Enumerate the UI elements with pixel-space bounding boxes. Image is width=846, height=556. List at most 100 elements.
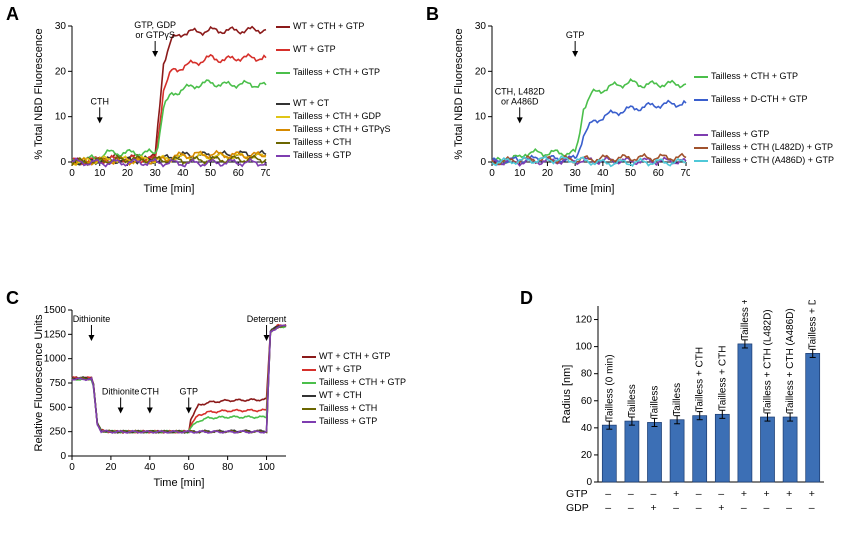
condition-mark: – xyxy=(651,488,657,500)
svg-text:Tailless: Tailless xyxy=(627,384,638,417)
svg-text:50: 50 xyxy=(205,168,217,179)
legend-item: Tailless + CTH + GTP xyxy=(694,70,844,83)
panel-label-d: D xyxy=(520,288,533,309)
svg-text:20: 20 xyxy=(581,450,593,461)
legend-item: WT + GTP xyxy=(302,363,452,376)
svg-text:CTH, L482D: CTH, L482D xyxy=(495,86,546,96)
svg-text:Time [min]: Time [min] xyxy=(564,183,615,195)
legend-a: WT + CTH + GTP WT + GTP Tailless + CTH + G… xyxy=(276,20,426,162)
condition-mark: – xyxy=(628,502,634,514)
legend-item: Tailless + GTP xyxy=(276,149,426,162)
legend-item: Tailless + CTH (A486D) + GTP xyxy=(694,154,844,167)
condition-mark: + xyxy=(764,488,770,500)
svg-text:70: 70 xyxy=(260,168,270,179)
svg-text:30: 30 xyxy=(55,21,67,32)
svg-text:40: 40 xyxy=(177,168,189,179)
svg-text:Radius [nm]: Radius [nm] xyxy=(561,365,573,424)
condition-mark: – xyxy=(786,502,792,514)
svg-text:Tailless + CTH: Tailless + CTH xyxy=(740,300,751,340)
legend-item: Tailless + CTH (L482D) + GTP xyxy=(694,141,844,154)
svg-text:10: 10 xyxy=(475,112,487,123)
legend-item: WT + CT xyxy=(276,97,426,110)
svg-text:Time [min]: Time [min] xyxy=(144,183,195,195)
condition-mark: + xyxy=(673,488,679,500)
svg-text:250: 250 xyxy=(49,427,66,438)
svg-text:0: 0 xyxy=(586,477,592,488)
svg-text:100: 100 xyxy=(575,342,592,353)
condition-mark: – xyxy=(764,502,770,514)
svg-text:GTP, GDP: GTP, GDP xyxy=(134,20,176,30)
legend-b: Tailless + CTH + GTPTailless + D-CTH + G… xyxy=(694,70,844,167)
svg-text:Tailless + CTH (L482D): Tailless + CTH (L482D) xyxy=(763,309,774,413)
condition-mark: + xyxy=(718,502,724,514)
panel-label-c: C xyxy=(6,288,19,309)
legend-item: Tailless + CTH + GTP xyxy=(276,66,426,79)
svg-text:or A486D: or A486D xyxy=(501,96,539,106)
chart-c: 0204060801000250500750100012501500Time [… xyxy=(30,300,290,490)
legend-item: Tailless + CTH xyxy=(302,402,452,415)
svg-text:10: 10 xyxy=(514,168,526,179)
svg-text:60: 60 xyxy=(183,462,195,473)
svg-text:Tailless: Tailless xyxy=(650,386,661,419)
svg-text:GTP: GTP xyxy=(179,387,198,397)
condition-mark: – xyxy=(741,502,747,514)
svg-text:10: 10 xyxy=(55,112,67,123)
condition-mark: – xyxy=(605,488,611,500)
svg-text:Tailless + D-CTH: Tailless + D-CTH xyxy=(808,300,819,349)
svg-text:40: 40 xyxy=(581,423,593,434)
condition-label: GDP xyxy=(566,502,589,514)
svg-text:CTH: CTH xyxy=(90,96,109,106)
svg-text:0: 0 xyxy=(60,451,66,462)
legend-item: WT + GTP xyxy=(276,43,426,56)
svg-text:0: 0 xyxy=(480,157,486,168)
panel-label-a: A xyxy=(6,4,19,25)
svg-text:Tailless + CTH: Tailless + CTH xyxy=(695,347,706,412)
svg-text:20: 20 xyxy=(122,168,134,179)
condition-mark: – xyxy=(605,502,611,514)
svg-text:40: 40 xyxy=(597,168,609,179)
svg-text:70: 70 xyxy=(680,168,690,179)
svg-text:GTP: GTP xyxy=(566,30,585,40)
svg-text:CTH: CTH xyxy=(141,387,160,397)
legend-item: Tailless + CTH + GDP xyxy=(276,110,426,123)
svg-text:20: 20 xyxy=(105,462,117,473)
condition-mark: – xyxy=(809,502,815,514)
svg-text:0: 0 xyxy=(69,168,75,179)
svg-text:100: 100 xyxy=(258,462,275,473)
condition-mark: – xyxy=(696,502,702,514)
svg-text:% Total NBD Fluorescence: % Total NBD Fluorescence xyxy=(453,28,465,159)
svg-text:1250: 1250 xyxy=(44,329,67,340)
condition-label: GTP xyxy=(566,488,588,500)
svg-text:30: 30 xyxy=(475,21,487,32)
svg-text:60: 60 xyxy=(581,396,593,407)
svg-text:Dithionite: Dithionite xyxy=(73,314,111,324)
svg-text:1500: 1500 xyxy=(44,305,67,316)
svg-text:or GTPγS: or GTPγS xyxy=(135,30,175,40)
condition-mark: – xyxy=(628,488,634,500)
chart-a: 0102030405060700102030Time [min]% Total … xyxy=(30,16,270,196)
svg-text:Time [min]: Time [min] xyxy=(154,477,205,489)
svg-text:Tailless + CTH: Tailless + CTH xyxy=(717,346,728,411)
legend-item: Tailless + GTP xyxy=(694,128,844,141)
svg-text:40: 40 xyxy=(144,462,156,473)
svg-text:1000: 1000 xyxy=(44,354,67,365)
svg-text:0: 0 xyxy=(69,462,75,473)
svg-text:0: 0 xyxy=(60,157,66,168)
legend-item: Tailless + CTH + GTPγS xyxy=(276,123,426,136)
condition-mark: + xyxy=(786,488,792,500)
svg-text:80: 80 xyxy=(581,369,593,380)
condition-mark: + xyxy=(809,488,815,500)
svg-text:Dithionite: Dithionite xyxy=(102,387,140,397)
legend-item: Tailless + CTH + GTP xyxy=(302,376,452,389)
legend-item: WT + CTH + GTP xyxy=(302,350,452,363)
svg-text:750: 750 xyxy=(49,378,66,389)
svg-text:20: 20 xyxy=(475,66,487,77)
chart-b: 0102030405060700102030Time [min]% Total … xyxy=(450,16,690,196)
svg-text:% Total NBD Fluorescence: % Total NBD Fluorescence xyxy=(33,28,45,159)
condition-mark: + xyxy=(741,488,747,500)
svg-text:60: 60 xyxy=(233,168,245,179)
svg-text:80: 80 xyxy=(222,462,234,473)
legend-item: WT + CTH xyxy=(302,389,452,402)
legend-c: WT + CTH + GTPWT + GTPTailless + CTH + G… xyxy=(302,350,452,428)
legend-item: WT + CTH + GTP xyxy=(276,20,426,33)
